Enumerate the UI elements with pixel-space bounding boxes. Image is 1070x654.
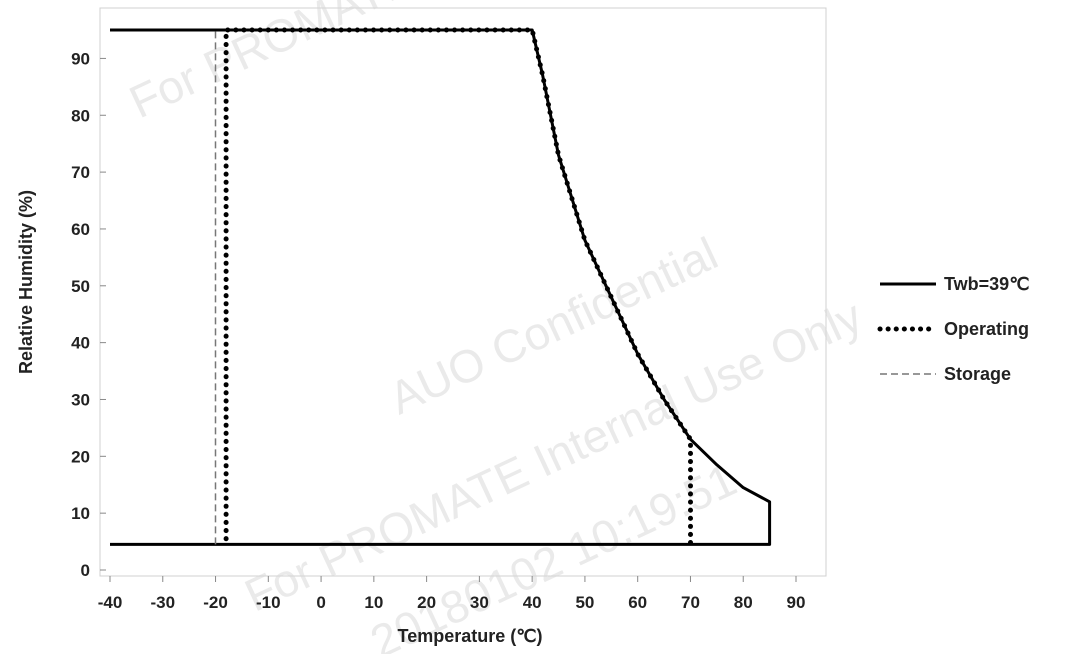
x-tick-label: 20 [417,593,436,612]
y-axis: 0 10 20 30 40 50 60 70 80 90 [71,49,106,580]
y-tick-label: 80 [71,106,90,125]
y-tick-label: 10 [71,504,90,523]
legend-label: Operating [944,319,1029,339]
y-tick-label: 60 [71,220,90,239]
x-tick-label: 90 [787,593,806,612]
plot-area-frame [99,7,827,577]
y-tick-label: 50 [71,277,90,296]
x-tick-label: -30 [150,593,175,612]
x-tick-label: 70 [681,593,700,612]
x-tick-label: 30 [470,593,489,612]
x-tick-label: 40 [523,593,542,612]
x-tick-label: 80 [734,593,753,612]
x-tick-label: -20 [203,593,228,612]
legend-label: Storage [944,364,1011,384]
y-tick-label: 70 [71,163,90,182]
legend: Twb=39℃ Operating Storage [877,274,1029,384]
y-tick-label: 0 [81,561,90,580]
series-layer [110,27,772,547]
x-tick-label: 50 [575,593,594,612]
y-axis-title: Relative Humidity (%) [16,190,36,374]
x-tick-label: 60 [628,593,647,612]
y-tick-label: 40 [71,334,90,353]
x-tick-label: -10 [256,593,281,612]
x-axis: -40 -30 -20 -10 0 10 20 30 40 50 60 70 80 90 [98,576,806,612]
series-line-dotted [223,27,693,547]
x-tick-label: 10 [364,593,383,612]
legend-label: Twb=39℃ [944,274,1029,294]
y-tick-label: 20 [71,447,90,466]
x-axis-title: Temperature (℃) [398,626,543,646]
y-tick-label: 90 [71,49,90,68]
y-tick-label: 30 [71,390,90,409]
x-tick-label: -40 [98,593,123,612]
x-tick-label: 0 [316,593,325,612]
